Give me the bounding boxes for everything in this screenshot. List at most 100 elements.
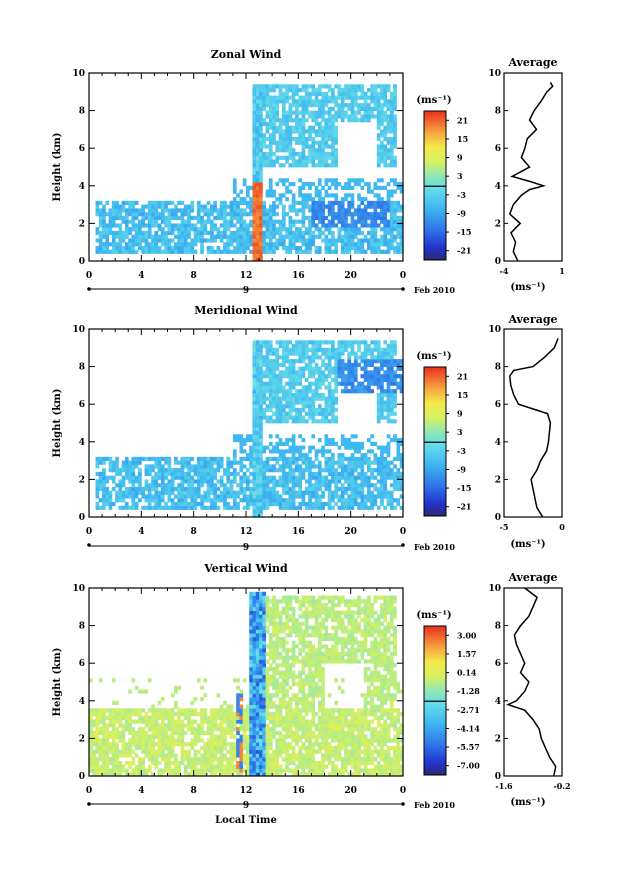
- heatmap-cell: [115, 730, 119, 736]
- heatmap-cell: [344, 212, 348, 217]
- heatmap-cell: [246, 212, 250, 217]
- heatmap-cell: [275, 212, 280, 217]
- heatmap-cell: [386, 400, 391, 405]
- heatmap-cell: [278, 234, 283, 239]
- heatmap-cell: [105, 772, 110, 777]
- heatmap-cell: [337, 494, 342, 499]
- heatmap-cell: [164, 468, 168, 473]
- heatmap-cell: [128, 468, 132, 473]
- heatmap-cell: [164, 760, 168, 766]
- heatmap-cell: [190, 712, 195, 717]
- heatmap-cell: [193, 230, 198, 236]
- x-tick-label: 20: [344, 527, 357, 537]
- heatmap-cell: [370, 362, 374, 367]
- heatmap-cell: [373, 106, 378, 111]
- heatmap-cell: [226, 219, 231, 224]
- heatmap-cell: [367, 95, 371, 100]
- heatmap-cell: [272, 129, 276, 134]
- heatmap-cell: [144, 215, 149, 221]
- heatmap-cell: [376, 125, 381, 130]
- heatmap-cell: [118, 204, 123, 209]
- heatmap-cell: [141, 738, 145, 743]
- heatmap-cell: [327, 230, 332, 236]
- heatmap-cell: [95, 723, 100, 728]
- heatmap-cell: [174, 719, 178, 724]
- heatmap-cell: [242, 757, 247, 762]
- heatmap-cell: [246, 230, 250, 236]
- heatmap-cell: [252, 400, 257, 405]
- heatmap-cell: [252, 708, 257, 713]
- heatmap-cell: [281, 486, 286, 492]
- heatmap-cell: [353, 110, 358, 115]
- heatmap-cell: [268, 396, 273, 401]
- heatmap-cell: [203, 742, 208, 747]
- heatmap-cell: [311, 355, 316, 360]
- heatmap-cell: [340, 88, 345, 93]
- heatmap-cell: [89, 764, 93, 769]
- heatmap-cell: [340, 245, 345, 251]
- heatmap-cell: [367, 494, 371, 499]
- heatmap-cell: [291, 99, 296, 104]
- average-x-tick-label: 1: [559, 266, 565, 276]
- heatmap-cell: [308, 404, 312, 409]
- heatmap-cell: [360, 114, 365, 119]
- heatmap-cell: [278, 88, 283, 93]
- heatmap-cell: [314, 140, 319, 145]
- heatmap-cell: [334, 471, 338, 477]
- heatmap-cell: [252, 215, 257, 221]
- heatmap-cell: [389, 99, 394, 104]
- heatmap-cell: [216, 738, 221, 743]
- heatmap-cell: [344, 479, 348, 484]
- heatmap-cell: [183, 234, 188, 239]
- heatmap-cell: [108, 708, 113, 713]
- heatmap-cell: [357, 84, 361, 89]
- heatmap-cell: [399, 208, 404, 213]
- heatmap-cell: [275, 483, 280, 488]
- heatmap-cell: [396, 208, 401, 213]
- heatmap-cell: [118, 768, 123, 773]
- heatmap-cell: [141, 249, 145, 254]
- heatmap-cell: [324, 438, 329, 443]
- heatmap-cell: [206, 230, 211, 236]
- heatmap-cell: [317, 468, 322, 473]
- heatmap-cell: [206, 498, 211, 503]
- heatmap-cell: [327, 193, 332, 198]
- y-tick-label: 0: [79, 257, 85, 267]
- heatmap-cell: [288, 359, 293, 364]
- heatmap-cell: [334, 245, 338, 251]
- heatmap-cell: [321, 381, 325, 386]
- heatmap-cell: [288, 249, 293, 254]
- heatmap-cell: [373, 483, 378, 488]
- heatmap-cell: [144, 212, 149, 217]
- heatmap-cell: [278, 148, 283, 153]
- heatmap-cell: [262, 242, 267, 247]
- heatmap-cell: [291, 505, 296, 510]
- heatmap-cell: [370, 389, 374, 394]
- heatmap-cell: [367, 114, 371, 119]
- heatmap-cell: [164, 712, 168, 717]
- heatmap-cell: [376, 445, 381, 450]
- heatmap-cell: [105, 242, 110, 247]
- heatmap-cell: [268, 238, 273, 243]
- heatmap-cell: [255, 359, 260, 364]
- heatmap-cell: [105, 727, 110, 732]
- heatmap-cell: [138, 712, 142, 717]
- heatmap-cell: [321, 197, 325, 202]
- heatmap-cell: [396, 215, 401, 221]
- heatmap-cell: [167, 460, 172, 465]
- heatmap-cell: [216, 227, 221, 232]
- heatmap-cell: [170, 501, 175, 507]
- heatmap-cell: [196, 772, 201, 777]
- heatmap-cell: [98, 753, 103, 758]
- heatmap-cell: [141, 742, 145, 747]
- y-tick-label: 0: [79, 513, 85, 523]
- heatmap-cell: [357, 483, 361, 488]
- heatmap-cell: [311, 389, 316, 394]
- heatmap-cell: [281, 370, 286, 375]
- heatmap-cell: [396, 486, 401, 492]
- heatmap-cell: [203, 764, 208, 769]
- heatmap-cell: [324, 129, 329, 134]
- heatmap-cell: [167, 505, 172, 510]
- heatmap-cell: [331, 441, 335, 446]
- heatmap-cell: [111, 464, 116, 469]
